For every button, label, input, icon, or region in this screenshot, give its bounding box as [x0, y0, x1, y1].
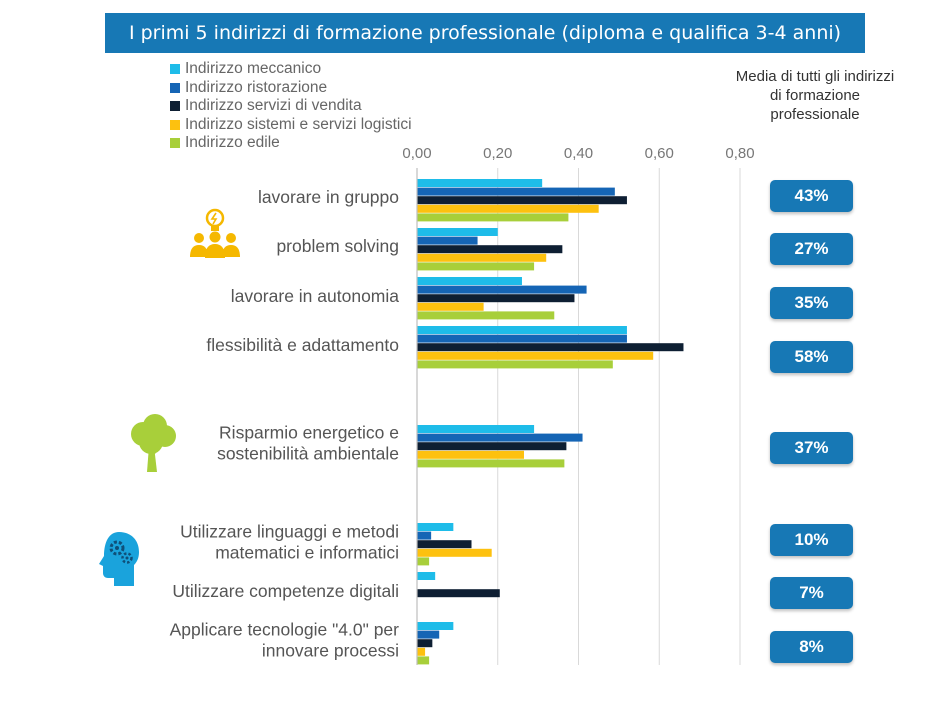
category-label: innovare processi — [262, 641, 399, 661]
legend-item: Indirizzo meccanico — [170, 60, 412, 79]
legend-swatch — [170, 82, 180, 93]
bar — [417, 639, 433, 648]
legend-item: Indirizzo edile — [170, 134, 412, 153]
bar — [417, 277, 522, 285]
bar — [417, 531, 432, 540]
average-badge: 43% — [770, 180, 853, 212]
average-badge: 7% — [770, 577, 853, 609]
bar — [417, 228, 498, 236]
bar — [417, 433, 583, 442]
bar — [417, 326, 627, 334]
teamwork-lightbulb-icon — [190, 208, 240, 258]
bar — [417, 589, 500, 598]
bar — [417, 245, 563, 254]
bar — [417, 343, 684, 352]
chart-title: I primi 5 indirizzi di formazione profes… — [105, 13, 865, 53]
head-gears-icon — [99, 532, 139, 586]
category-label: lavorare in gruppo — [258, 187, 399, 207]
average-badge: 8% — [770, 631, 853, 663]
bar — [417, 196, 627, 205]
bar — [417, 523, 454, 531]
legend-label: Indirizzo servizi di vendita — [185, 97, 362, 115]
bar — [417, 656, 430, 665]
category-label: Risparmio energetico e — [219, 423, 399, 443]
average-badge: 27% — [770, 233, 853, 265]
bar — [417, 425, 535, 433]
legend: Indirizzo meccanico Indirizzo ristorazion… — [170, 60, 412, 153]
category-label: Applicare tecnologie "4.0" per — [170, 620, 400, 640]
average-badge: 58% — [770, 341, 853, 373]
bar — [417, 647, 426, 656]
legend-swatch — [170, 138, 180, 149]
bar — [417, 262, 535, 271]
legend-item: Indirizzo ristorazione — [170, 79, 412, 98]
category-label: matematici e informatici — [215, 543, 399, 563]
category-label: Utilizzare competenze digitali — [172, 581, 399, 601]
category-label: sostenibilità ambientale — [217, 444, 399, 464]
bar — [417, 557, 430, 566]
bar — [417, 622, 454, 630]
legend-label: Indirizzo meccanico — [185, 60, 322, 78]
legend-item: Indirizzo sistemi e servizi logistici — [170, 116, 412, 135]
bar — [417, 540, 472, 549]
bar — [417, 253, 547, 262]
bar — [417, 548, 492, 557]
tick-label: 0,20 — [483, 145, 512, 162]
tree-icon — [131, 414, 176, 472]
average-badge: 37% — [770, 432, 853, 464]
average-badge: 10% — [770, 524, 853, 556]
tick-label: 0,60 — [645, 145, 674, 162]
bar — [417, 285, 587, 294]
legend-label: Indirizzo edile — [185, 134, 280, 152]
legend-label: Indirizzo sistemi e servizi logistici — [185, 115, 412, 133]
bar — [417, 302, 484, 311]
bar — [417, 179, 543, 187]
bar — [417, 213, 569, 222]
bar — [417, 351, 654, 360]
bar — [417, 236, 478, 245]
tick-label: 0,40 — [564, 145, 593, 162]
legend-item: Indirizzo servizi di vendita — [170, 97, 412, 116]
category-label: lavorare in autonomia — [231, 286, 400, 306]
category-label: Utilizzare linguaggi e metodi — [180, 522, 399, 542]
bar — [417, 334, 627, 343]
tick-label: 0,00 — [402, 145, 431, 162]
legend-label: Indirizzo ristorazione — [185, 78, 328, 96]
bar — [417, 572, 436, 580]
bar — [417, 360, 613, 369]
bar — [417, 294, 575, 303]
bar — [417, 187, 615, 196]
bar — [417, 630, 440, 639]
bar — [417, 442, 567, 451]
bar — [417, 311, 555, 320]
tick-label: 0,80 — [725, 145, 754, 162]
legend-swatch — [170, 119, 180, 130]
legend-swatch — [170, 64, 180, 75]
bar — [417, 204, 599, 213]
legend-swatch — [170, 101, 180, 112]
average-header: Media di tutti gli indirizzi di formazio… — [735, 68, 895, 123]
bar — [417, 450, 524, 459]
category-label: flessibilità e adattamento — [206, 335, 399, 355]
bar — [417, 459, 565, 468]
category-label: problem solving — [276, 236, 399, 256]
average-badge: 35% — [770, 287, 853, 319]
